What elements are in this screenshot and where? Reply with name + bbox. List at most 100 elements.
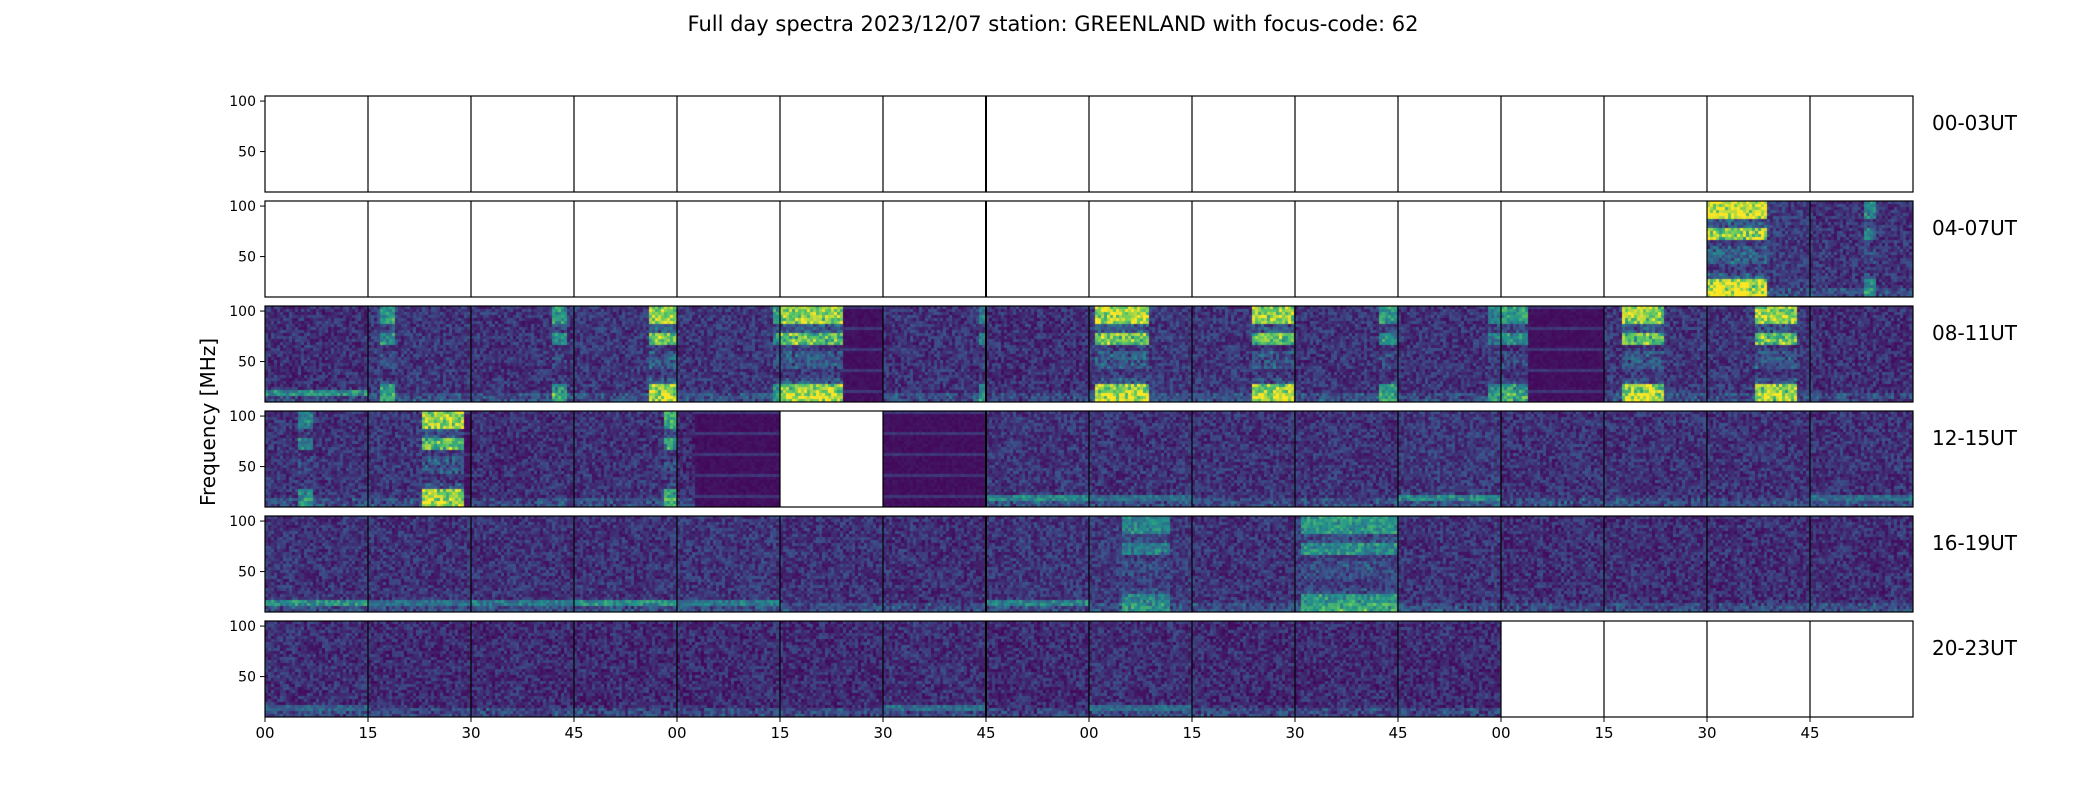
x-tick-label: 00 bbox=[1491, 724, 1510, 742]
spectrum-panel bbox=[883, 411, 986, 507]
empty-panel bbox=[883, 96, 986, 192]
x-tick-label: 30 bbox=[1285, 724, 1304, 742]
empty-panel bbox=[1295, 201, 1398, 297]
y-tick-label: 50 bbox=[238, 670, 256, 686]
spectrum-panel bbox=[677, 621, 780, 717]
empty-panel bbox=[1501, 96, 1604, 192]
row-time-label: 04-07UT bbox=[1932, 216, 2018, 240]
spectrum-panel bbox=[1192, 621, 1295, 717]
spectrum-panel bbox=[471, 516, 574, 612]
spectra-row: 50 100 16-19UT bbox=[229, 514, 2018, 613]
spectrum-panel bbox=[574, 411, 677, 507]
spectrum-panel bbox=[1810, 411, 1913, 507]
spectrum-panel bbox=[1810, 516, 1913, 612]
empty-panel bbox=[1810, 621, 1913, 717]
empty-panel bbox=[986, 96, 1089, 192]
spectra-row: 50 100 04-07UT bbox=[229, 199, 2018, 298]
empty-panel bbox=[780, 411, 883, 507]
spectrum-panel bbox=[1707, 516, 1810, 612]
y-tick-label: 100 bbox=[229, 409, 256, 425]
empty-panel bbox=[471, 201, 574, 297]
spectrum-panel bbox=[1089, 411, 1192, 507]
spectrum-panel bbox=[1089, 306, 1192, 402]
spectra-row: 50 100 00-03UT bbox=[229, 94, 2018, 193]
spectrum-panel bbox=[1501, 411, 1604, 507]
empty-panel bbox=[1192, 201, 1295, 297]
spectrum-panel bbox=[780, 621, 883, 717]
empty-panel bbox=[1398, 96, 1501, 192]
spectrum-panel bbox=[471, 621, 574, 717]
spectrum-panel bbox=[1295, 621, 1398, 717]
x-tick-label: 45 bbox=[1800, 724, 1819, 742]
row-frame bbox=[264, 305, 1914, 403]
spectrum-panel bbox=[883, 516, 986, 612]
spectrum-panel bbox=[1810, 201, 1913, 297]
spectrum-panel bbox=[1501, 306, 1604, 402]
empty-panel bbox=[1707, 621, 1810, 717]
empty-panel bbox=[574, 201, 677, 297]
spectrum-panel bbox=[1398, 306, 1501, 402]
spectrum-panel bbox=[1398, 516, 1501, 612]
empty-panel bbox=[1089, 96, 1192, 192]
empty-panel bbox=[780, 96, 883, 192]
empty-panel bbox=[265, 201, 368, 297]
empty-panel bbox=[368, 96, 471, 192]
empty-panel bbox=[883, 201, 986, 297]
empty-panel bbox=[1089, 201, 1192, 297]
spectrum-panel bbox=[1089, 621, 1192, 717]
x-tick-label: 30 bbox=[461, 724, 480, 742]
spectra-row: 50 100 20-23UT bbox=[229, 619, 2018, 718]
x-tick-label: 00 bbox=[1079, 724, 1098, 742]
spectrum-panel bbox=[1707, 411, 1810, 507]
empty-panel bbox=[1501, 621, 1604, 717]
spectrum-panel bbox=[780, 306, 883, 402]
spectrum-panel bbox=[883, 621, 986, 717]
spectra-row: 50 100 08-11UT bbox=[229, 304, 2018, 403]
spectrum-panel bbox=[1501, 516, 1604, 612]
spectrum-panel bbox=[1810, 306, 1913, 402]
x-tick-label: 15 bbox=[1594, 724, 1613, 742]
empty-panel bbox=[1398, 201, 1501, 297]
spectrum-panel bbox=[574, 621, 677, 717]
spectrum-panel bbox=[265, 621, 368, 717]
x-tick-label: 30 bbox=[1697, 724, 1716, 742]
empty-panel bbox=[1604, 96, 1707, 192]
y-tick-label: 100 bbox=[229, 619, 256, 635]
x-axis: 00 15 30 45 00 15 30 45 00 15 30 45 00 15 30 45 bbox=[255, 717, 1820, 742]
row-time-label: 00-03UT bbox=[1932, 111, 2018, 135]
spectrum-panel bbox=[368, 411, 471, 507]
empty-panel bbox=[1707, 96, 1810, 192]
spectrum-panel bbox=[1707, 306, 1810, 402]
empty-panel bbox=[677, 201, 780, 297]
spectrum-panel bbox=[1295, 516, 1398, 612]
row-frame bbox=[264, 515, 1914, 613]
spectrum-panel bbox=[574, 306, 677, 402]
spectrum-panel bbox=[1295, 306, 1398, 402]
chart-title: Full day spectra 2023/12/07 station: GRE… bbox=[688, 12, 1419, 36]
row-time-label: 16-19UT bbox=[1932, 531, 2018, 555]
spectrum-panel bbox=[677, 306, 780, 402]
y-tick-label: 100 bbox=[229, 514, 256, 530]
y-tick-label: 100 bbox=[229, 304, 256, 320]
empty-panel bbox=[1501, 201, 1604, 297]
x-tick-label: 15 bbox=[770, 724, 789, 742]
y-tick-label: 50 bbox=[238, 355, 256, 371]
spectrum-panel bbox=[1604, 306, 1707, 402]
spectrum-panel bbox=[883, 306, 986, 402]
spectrum-panel bbox=[1604, 411, 1707, 507]
spectrum-panel bbox=[1089, 516, 1192, 612]
spectrum-panel bbox=[986, 306, 1089, 402]
row-frame bbox=[264, 200, 1914, 298]
empty-panel bbox=[574, 96, 677, 192]
row-time-label: 08-11UT bbox=[1932, 321, 2018, 345]
x-tick-label: 00 bbox=[255, 724, 274, 742]
spectrum-panel bbox=[471, 306, 574, 402]
empty-panel bbox=[1604, 621, 1707, 717]
spectra-rows: 50 100 00-03UT 50 100 04-07UT 50 100 08-11UT 50 10… bbox=[229, 94, 2018, 718]
spectrum-panel bbox=[986, 516, 1089, 612]
x-tick-label: 15 bbox=[1182, 724, 1201, 742]
spectrum-panel bbox=[677, 411, 780, 507]
spectrum-panel bbox=[471, 411, 574, 507]
x-tick-label: 15 bbox=[358, 724, 377, 742]
